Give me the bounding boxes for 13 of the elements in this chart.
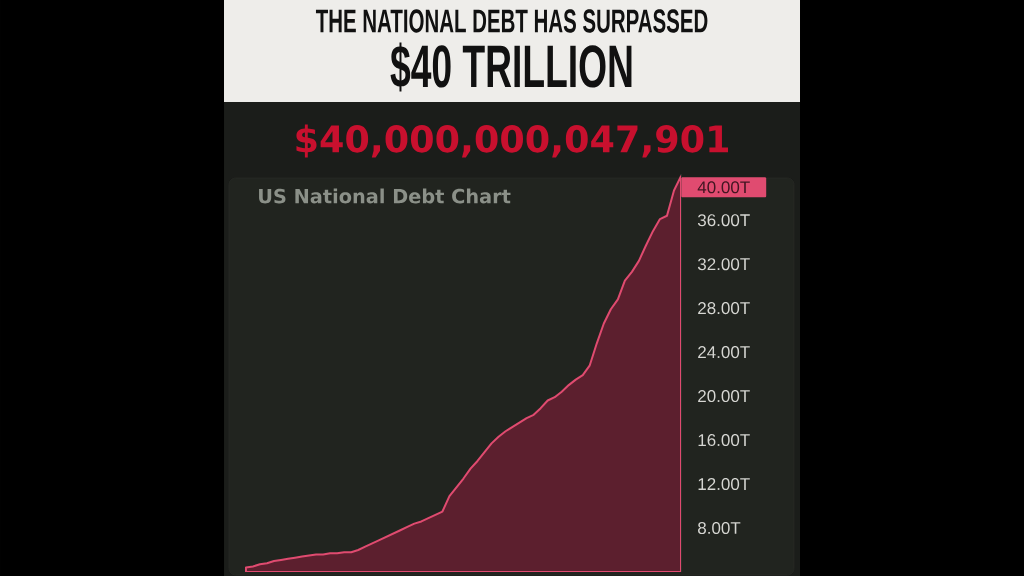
y-tick-label: 28.00T — [698, 302, 750, 315]
y-tick-label: 16.00T — [698, 434, 750, 447]
y-tick-label: 24.00T — [698, 346, 750, 359]
chart-title: THE NATIONAL DEBT HAS SURPASSED — [315, 9, 708, 33]
y-tick-label: 32.00T — [697, 258, 750, 271]
text: $40,000,000,047,901 — [296, 124, 729, 158]
annotation: US National Debt Chart — [259, 188, 511, 204]
y-tick-label: 8.00T — [698, 522, 741, 535]
y-tick-label: 20.00T — [698, 390, 750, 403]
text: 40.00T — [697, 181, 750, 194]
y-tick-label: 12.00T — [698, 478, 750, 491]
y-tick-label: 36.00T — [697, 214, 750, 227]
chart-subtitle: $40 TRILLION — [390, 42, 632, 92]
